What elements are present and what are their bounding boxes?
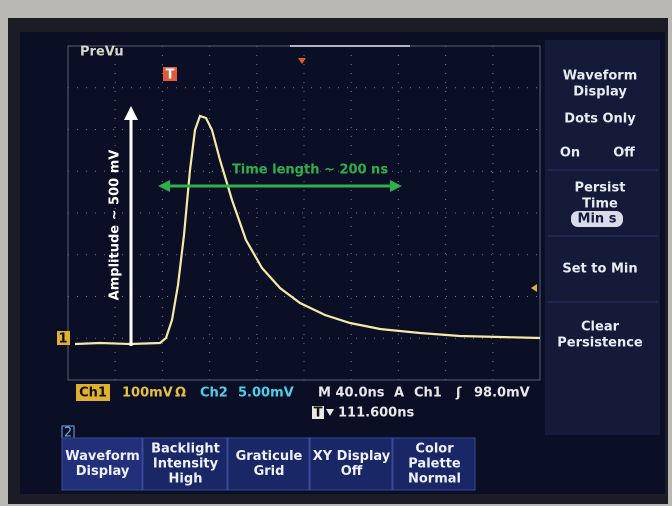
trigger-mode: A bbox=[394, 386, 404, 401]
trigger-marker bbox=[163, 67, 177, 81]
trigger-position-icon-text: T bbox=[314, 406, 323, 421]
menu-button-label[interactable]: Display bbox=[76, 464, 130, 479]
ch1-label: Ch1 bbox=[79, 386, 107, 401]
persist-time: Persist bbox=[575, 181, 626, 196]
menu-button-label[interactable]: High bbox=[169, 472, 203, 487]
menu-button-label[interactable]: Palette bbox=[408, 457, 461, 472]
persist-time: Time bbox=[582, 197, 618, 212]
persist-value[interactable]: Min s bbox=[578, 212, 617, 227]
set-to-min[interactable]: Set to Min bbox=[562, 262, 637, 277]
dots-on[interactable]: On bbox=[560, 146, 580, 161]
time-length-arrowhead-right bbox=[390, 180, 402, 192]
menu-button[interactable] bbox=[142, 437, 228, 491]
ch1-impedance: Ω bbox=[175, 386, 186, 401]
trigger-position-icon bbox=[312, 406, 324, 419]
amplitude-annotation: Amplitude ~ 500 mV bbox=[108, 150, 123, 301]
waveform-trace bbox=[74, 114, 541, 346]
channel-1-marker bbox=[57, 331, 70, 345]
timebase: M 40.0ns bbox=[318, 386, 385, 401]
menu-button-label[interactable]: Backlight bbox=[151, 442, 220, 457]
mode-label: PreVu bbox=[80, 45, 124, 60]
dots-off[interactable]: Off bbox=[613, 146, 635, 161]
trigger-position-arrow bbox=[326, 409, 334, 416]
ch1-scale: 100mV bbox=[122, 386, 173, 401]
time-length-arrowhead-left bbox=[158, 180, 170, 192]
amplitude-arrowhead bbox=[124, 106, 138, 120]
menu-button-label[interactable]: Waveform bbox=[65, 449, 139, 464]
persist-value-box[interactable] bbox=[571, 211, 623, 227]
menu-button[interactable] bbox=[309, 437, 393, 491]
trigger-marker-text: T bbox=[166, 68, 175, 83]
trigger-position: 111.600ns bbox=[338, 406, 414, 421]
menu-button[interactable] bbox=[61, 437, 143, 491]
channel-2-marker-text: 2 bbox=[64, 426, 72, 441]
side-menu-title: Waveform bbox=[563, 69, 637, 84]
clear-persistence[interactable]: Persistence bbox=[557, 336, 643, 351]
ch1-badge bbox=[76, 384, 110, 401]
menu-button-label[interactable]: Color bbox=[415, 442, 454, 457]
trigger-position-marker bbox=[298, 58, 306, 64]
menu-button-label[interactable]: Grid bbox=[254, 464, 285, 479]
menu-button-label[interactable]: Graticule bbox=[236, 449, 303, 464]
time-length-annotation: Time length ~ 200 ns bbox=[232, 163, 388, 178]
menu-button-label[interactable]: XY Display bbox=[313, 449, 391, 464]
menu-button[interactable] bbox=[392, 437, 476, 491]
trigger-level: 98.0mV bbox=[474, 386, 530, 401]
clear-persistence[interactable]: Clear bbox=[581, 320, 620, 335]
channel-1-marker-text: 1 bbox=[58, 332, 67, 347]
side-menu-title: Display bbox=[573, 85, 627, 100]
dots-only: Dots Only bbox=[564, 112, 636, 127]
menu-button[interactable] bbox=[227, 437, 310, 491]
trigger-source: Ch1 bbox=[414, 386, 442, 401]
menu-button-label[interactable]: Intensity bbox=[153, 457, 219, 472]
trigger-slope: ʃ bbox=[455, 386, 462, 401]
trigger-level-marker bbox=[531, 284, 537, 292]
menu-button-label[interactable]: Normal bbox=[408, 472, 461, 487]
menu-button-label[interactable]: Off bbox=[341, 464, 363, 479]
side-menu bbox=[545, 40, 660, 435]
ch2-label: Ch2 bbox=[200, 386, 228, 401]
ch2-scale: 5.00mV bbox=[238, 386, 294, 401]
